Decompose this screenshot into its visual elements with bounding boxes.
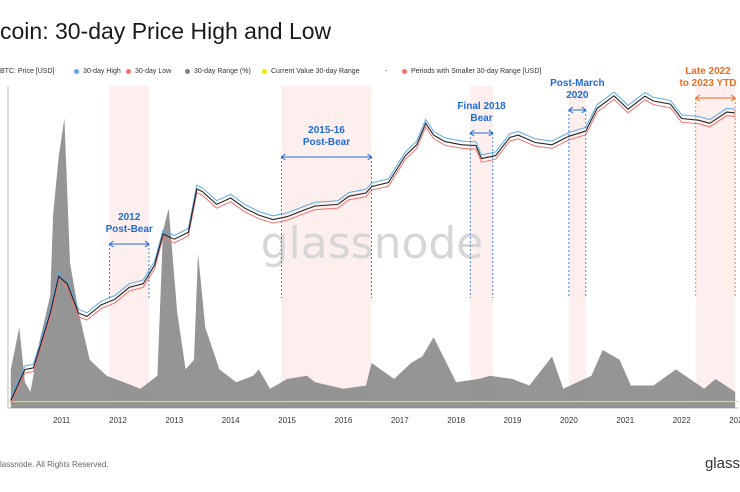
high-line xyxy=(10,91,736,398)
annotation-arrowhead-left-3 xyxy=(568,106,574,114)
legend-item-5[interactable]: - xyxy=(385,68,387,75)
legend-dot-icon xyxy=(185,69,190,74)
annotation-label-0: 2012 xyxy=(118,212,141,223)
legend-dot-icon xyxy=(126,69,131,74)
price-line xyxy=(10,95,736,401)
x-tick-label: 2023 xyxy=(729,416,740,425)
legend-label: 30-day High xyxy=(83,68,121,75)
annotation-label-4: Late 2022 xyxy=(685,66,731,77)
annotation-arrowhead-left-1 xyxy=(280,153,286,161)
legend: BTC: Price [USD] 30-day High 30-day Low 30-… xyxy=(0,68,740,82)
chart-title: coin: 30-day Price High and Low xyxy=(0,18,332,44)
low-line xyxy=(10,98,736,405)
annotation-label-2: Bear xyxy=(470,113,492,124)
annotation-arrowhead-right-4 xyxy=(730,94,737,102)
period-band-0 xyxy=(109,86,149,408)
annotation-arrowhead-right-0 xyxy=(144,240,150,248)
annotation-arrowhead-right-2 xyxy=(488,129,494,137)
period-band-2 xyxy=(470,86,493,408)
legend-dot-icon xyxy=(74,69,79,74)
legend-item-6[interactable]: Periods with Smaller 30-day Range [USD] xyxy=(402,68,541,75)
x-tick-label: 2013 xyxy=(165,416,183,425)
x-tick-label: 2016 xyxy=(335,416,353,425)
x-tick-label: 2018 xyxy=(447,416,465,425)
annotation-label-1: 2015-16 xyxy=(308,125,345,136)
annotation-label-0: Post-Bear xyxy=(106,224,153,235)
range-area xyxy=(10,118,736,408)
legend-item-2[interactable]: 30-day Low xyxy=(126,68,171,75)
annotation-label-3: 2020 xyxy=(566,90,589,101)
x-tick-label: 2014 xyxy=(222,416,240,425)
legend-dot-icon xyxy=(402,69,407,74)
period-band-4 xyxy=(695,86,736,408)
legend-item-4[interactable]: Current Value 30-day Range xyxy=(262,68,360,75)
legend-item-0[interactable]: BTC: Price [USD] xyxy=(0,68,54,75)
annotation-label-2: Final 2018 xyxy=(457,101,506,112)
legend-item-3[interactable]: 30-day Range (%) xyxy=(185,68,251,75)
x-tick-label: 2011 xyxy=(53,416,71,425)
brand-logo-text: glass xyxy=(704,455,740,472)
x-tick-label: 2021 xyxy=(616,416,634,425)
x-tick-label: 2020 xyxy=(560,416,578,425)
watermark-text: glassnode xyxy=(261,218,484,269)
copyright-text: lassnode. All Rights Reserved. xyxy=(0,460,109,469)
period-band-3 xyxy=(568,86,586,408)
x-tick-label: 2012 xyxy=(109,416,127,425)
annotation-arrowhead-right-1 xyxy=(367,153,373,161)
annotation-arrowhead-left-4 xyxy=(694,94,701,102)
annotation-label-4: to 2023 YTD xyxy=(679,78,736,89)
legend-label: 30-day Range (%) xyxy=(194,68,251,75)
legend-item-1[interactable]: 30-day High xyxy=(74,68,121,75)
legend-label: Periods with Smaller 30-day Range [USD] xyxy=(411,68,542,75)
annotation-label-1: Post-Bear xyxy=(303,137,350,148)
legend-label: BTC: Price [USD] xyxy=(0,68,55,75)
x-tick-label: 2017 xyxy=(391,416,409,425)
annotation-label-3: Post-March xyxy=(550,78,604,89)
x-tick-label: 2022 xyxy=(673,416,691,425)
annotation-arrowhead-right-3 xyxy=(581,106,587,114)
legend-label: 30-day Low xyxy=(135,68,172,75)
annotation-arrowhead-left-0 xyxy=(108,240,114,248)
x-tick-label: 2019 xyxy=(504,416,522,425)
annotation-arrowhead-left-2 xyxy=(469,129,475,137)
period-band-1 xyxy=(281,86,372,408)
legend-label: - xyxy=(385,68,388,75)
x-tick-label: 2015 xyxy=(278,416,296,425)
legend-dot-icon xyxy=(262,69,267,74)
legend-label: Current Value 30-day Range xyxy=(271,68,360,75)
